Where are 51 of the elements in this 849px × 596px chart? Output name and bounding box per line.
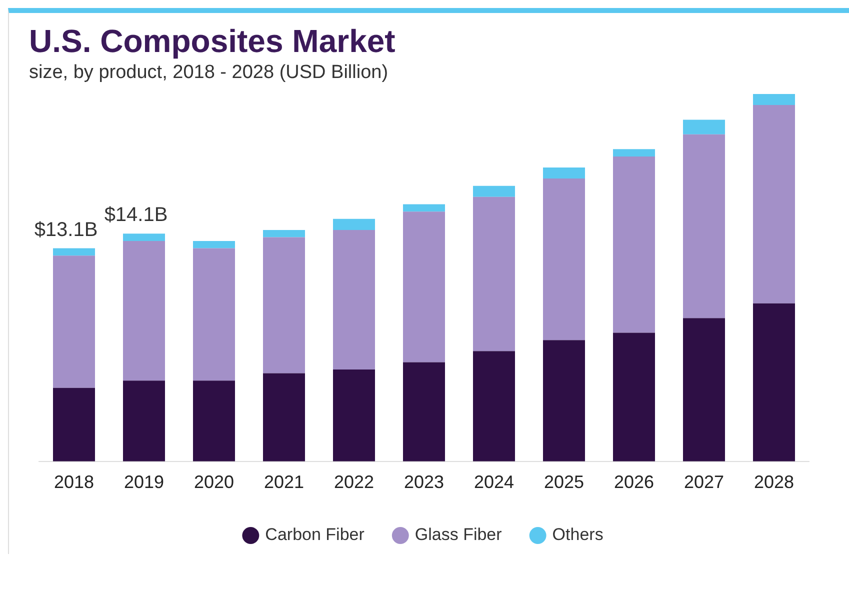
- bar: [613, 149, 655, 156]
- bar: [403, 362, 445, 462]
- bar: [543, 178, 585, 340]
- legend-label: Carbon Fiber: [265, 525, 365, 544]
- bar: [53, 256, 95, 388]
- x-tick-label: 2026: [614, 472, 654, 492]
- bar: [123, 380, 165, 462]
- bar: [403, 212, 445, 362]
- bar: [53, 248, 95, 256]
- x-tick-label: 2018: [54, 472, 94, 492]
- x-tick-label: 2022: [334, 472, 374, 492]
- bar: [333, 370, 375, 462]
- bar: [683, 120, 725, 134]
- bar: [683, 318, 725, 462]
- x-tick-label: 2023: [404, 472, 444, 492]
- bar: [753, 94, 795, 106]
- bar: [123, 234, 165, 241]
- bar: [543, 167, 585, 178]
- bar: [263, 230, 305, 238]
- bar: [333, 230, 375, 370]
- bar: [333, 218, 375, 230]
- x-tick-label: 2028: [754, 472, 794, 492]
- bar: [683, 134, 725, 318]
- annotation: $13.1B: [34, 218, 98, 241]
- bar: [263, 237, 305, 374]
- bar: [263, 373, 305, 462]
- x-tick-label: 2020: [194, 472, 234, 492]
- bar: [53, 388, 95, 462]
- bar: [403, 204, 445, 212]
- legend-label: Glass Fiber: [414, 525, 502, 544]
- x-tick-label: 2024: [474, 472, 514, 492]
- bar: [473, 351, 515, 462]
- bar: [473, 196, 515, 352]
- bar: [543, 340, 585, 462]
- chart-title: U.S. Composites Market: [29, 23, 396, 60]
- bar: [613, 156, 655, 333]
- bar: [613, 332, 655, 462]
- x-tick-label: 2025: [544, 472, 584, 492]
- annotation: $14.1B: [104, 204, 168, 226]
- bar: [193, 248, 235, 381]
- chart-subtitle: size, by product, 2018 - 2028 (USD Billion): [29, 62, 390, 84]
- bar: [123, 240, 165, 381]
- x-tick-label: 2021: [264, 472, 304, 492]
- x-tick-label: 2027: [684, 472, 724, 492]
- bar: [193, 240, 235, 248]
- bar: [193, 380, 235, 462]
- legend-label: Others: [552, 525, 604, 544]
- bar: [473, 186, 515, 197]
- bar: [753, 105, 795, 304]
- bar: [753, 303, 795, 462]
- x-tick-label: 2019: [124, 472, 164, 492]
